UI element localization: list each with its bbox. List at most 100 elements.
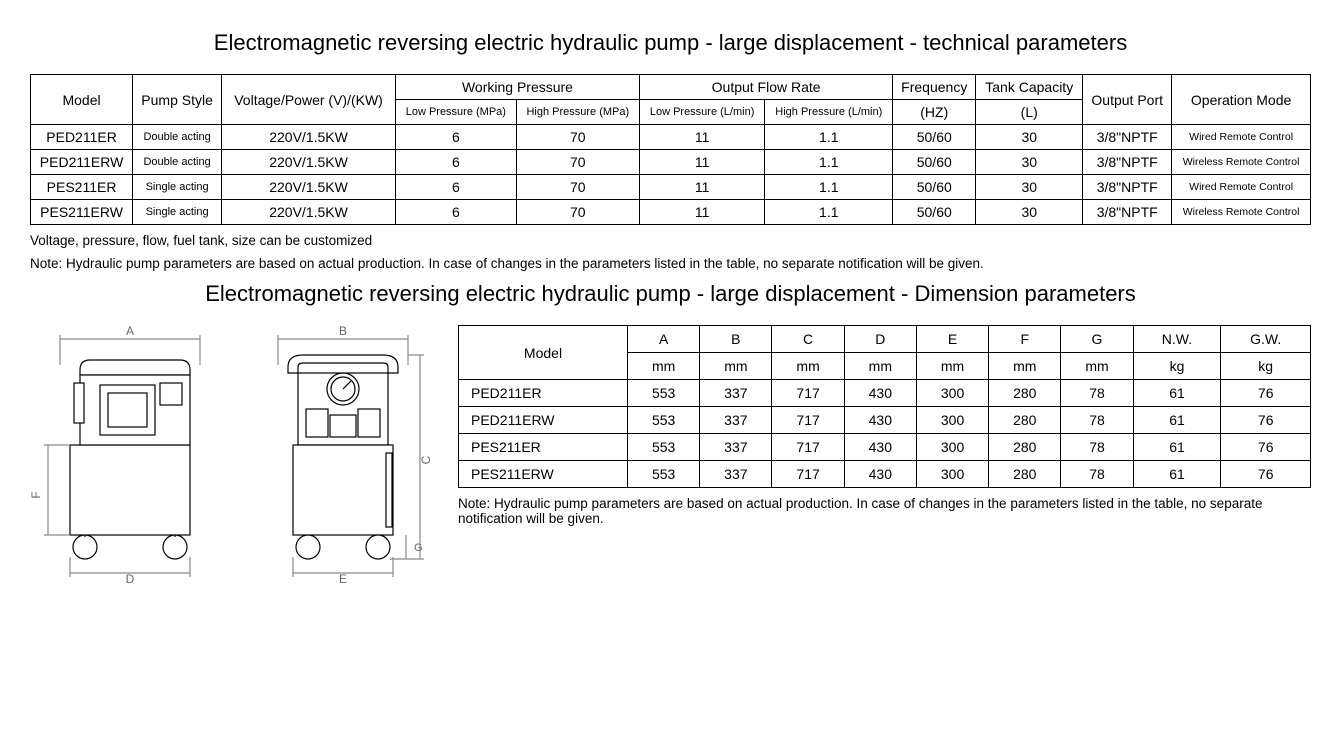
dim-hdr-d: D [844, 326, 916, 353]
dim-label-c: C [419, 455, 433, 464]
cell-style: Single acting [133, 200, 222, 225]
cell-vp: 220V/1.5KW [222, 200, 396, 225]
cell-c: 717 [772, 380, 844, 407]
hdr-hp-lmin: High Pressure (L/min) [765, 100, 893, 125]
table-row: PES211ER553337717430300280786176 [459, 434, 1311, 461]
cell-style: Double acting [133, 125, 222, 150]
cell-g: 78 [1061, 380, 1133, 407]
cell-freq: 50/60 [893, 200, 976, 225]
cell-hp: 70 [516, 125, 639, 150]
cell-port: 3/8"NPTF [1083, 150, 1172, 175]
cell-e: 300 [916, 434, 988, 461]
cell-mode: Wired Remote Control [1172, 175, 1311, 200]
cell-e: 300 [916, 407, 988, 434]
cell-model: PED211ERW [31, 150, 133, 175]
dim-hdr-b: B [700, 326, 772, 353]
dim-unit-b: mm [700, 353, 772, 380]
cell-nw: 61 [1133, 407, 1221, 434]
dim-unit-gw: kg [1221, 353, 1311, 380]
cell-style: Single acting [133, 175, 222, 200]
cell-a: 553 [628, 407, 700, 434]
table-row: PES211ERW553337717430300280786176 [459, 461, 1311, 488]
cell-hp: 70 [516, 150, 639, 175]
hdr-lp-lmin: Low Pressure (L/min) [639, 100, 764, 125]
tech-table: Model Pump Style Voltage/Power (V)/(KW) … [30, 74, 1311, 225]
cell-e: 300 [916, 380, 988, 407]
pump-front-view-icon: A F [30, 325, 230, 585]
hdr-frequency: Frequency [893, 75, 976, 100]
cell-d: 430 [844, 461, 916, 488]
hdr-hp-mpa: High Pressure (MPa) [516, 100, 639, 125]
cell-model: PES211ER [459, 434, 628, 461]
cell-a: 553 [628, 434, 700, 461]
dim-hdr-c: C [772, 326, 844, 353]
table-row: PED211ERDouble acting220V/1.5KW670111.15… [31, 125, 1311, 150]
tech-title: Electromagnetic reversing electric hydra… [30, 30, 1311, 56]
cell-g: 78 [1061, 407, 1133, 434]
cell-mode: Wireless Remote Control [1172, 200, 1311, 225]
cell-gw: 76 [1221, 407, 1311, 434]
hdr-tank-unit: (L) [976, 100, 1083, 125]
dim-table: Model A B C D E F G N.W. G.W. mm mm mm m… [458, 325, 1311, 488]
hdr-working-pressure: Working Pressure [396, 75, 640, 100]
cell-d: 430 [844, 407, 916, 434]
cell-port: 3/8"NPTF [1083, 175, 1172, 200]
cell-tank: 30 [976, 175, 1083, 200]
cell-freq: 50/60 [893, 125, 976, 150]
cell-freq: 50/60 [893, 150, 976, 175]
cell-c: 717 [772, 407, 844, 434]
table-row: PED211ER553337717430300280786176 [459, 380, 1311, 407]
cell-tank: 30 [976, 125, 1083, 150]
cell-gw: 76 [1221, 461, 1311, 488]
cell-model: PED211ER [31, 125, 133, 150]
dim-hdr-gw: G.W. [1221, 326, 1311, 353]
cell-d: 430 [844, 434, 916, 461]
cell-nw: 61 [1133, 434, 1221, 461]
cell-model: PES211ERW [31, 200, 133, 225]
cell-lf: 11 [639, 125, 764, 150]
cell-tank: 30 [976, 200, 1083, 225]
hdr-tank: Tank Capacity [976, 75, 1083, 100]
cell-b: 337 [700, 434, 772, 461]
cell-lp: 6 [396, 200, 517, 225]
cell-d: 430 [844, 380, 916, 407]
cell-hf: 1.1 [765, 150, 893, 175]
dim-label-a: A [126, 325, 134, 338]
dim-hdr-nw: N.W. [1133, 326, 1221, 353]
cell-e: 300 [916, 461, 988, 488]
cell-model: PES211ER [31, 175, 133, 200]
hdr-output-flow: Output Flow Rate [639, 75, 892, 100]
cell-lf: 11 [639, 150, 764, 175]
cell-b: 337 [700, 407, 772, 434]
tech-header-row1: Model Pump Style Voltage/Power (V)/(KW) … [31, 75, 1311, 100]
pump-side-view-icon: B [248, 325, 438, 585]
dim-label-f: F [30, 491, 43, 498]
cell-model: PES211ERW [459, 461, 628, 488]
table-row: PES211ERSingle acting220V/1.5KW670111.15… [31, 175, 1311, 200]
hdr-pump-style: Pump Style [133, 75, 222, 125]
dim-unit-e: mm [916, 353, 988, 380]
dim-unit-a: mm [628, 353, 700, 380]
table-row: PES211ERWSingle acting220V/1.5KW670111.1… [31, 200, 1311, 225]
cell-a: 553 [628, 380, 700, 407]
hdr-voltage-power: Voltage/Power (V)/(KW) [222, 75, 396, 125]
dim-hdr-f: F [989, 326, 1061, 353]
dim-title: Electromagnetic reversing electric hydra… [30, 281, 1311, 307]
cell-port: 3/8"NPTF [1083, 200, 1172, 225]
cell-g: 78 [1061, 434, 1133, 461]
cell-f: 280 [989, 407, 1061, 434]
dim-label-e: E [339, 572, 347, 585]
dim-hdr-g: G [1061, 326, 1133, 353]
cell-mode: Wireless Remote Control [1172, 150, 1311, 175]
dim-unit-nw: kg [1133, 353, 1221, 380]
hdr-op-mode: Operation Mode [1172, 75, 1311, 125]
cell-vp: 220V/1.5KW [222, 150, 396, 175]
cell-hp: 70 [516, 175, 639, 200]
cell-port: 3/8"NPTF [1083, 125, 1172, 150]
cell-f: 280 [989, 380, 1061, 407]
cell-style: Double acting [133, 150, 222, 175]
cell-gw: 76 [1221, 434, 1311, 461]
cell-gw: 76 [1221, 380, 1311, 407]
cell-mode: Wired Remote Control [1172, 125, 1311, 150]
cell-b: 337 [700, 380, 772, 407]
